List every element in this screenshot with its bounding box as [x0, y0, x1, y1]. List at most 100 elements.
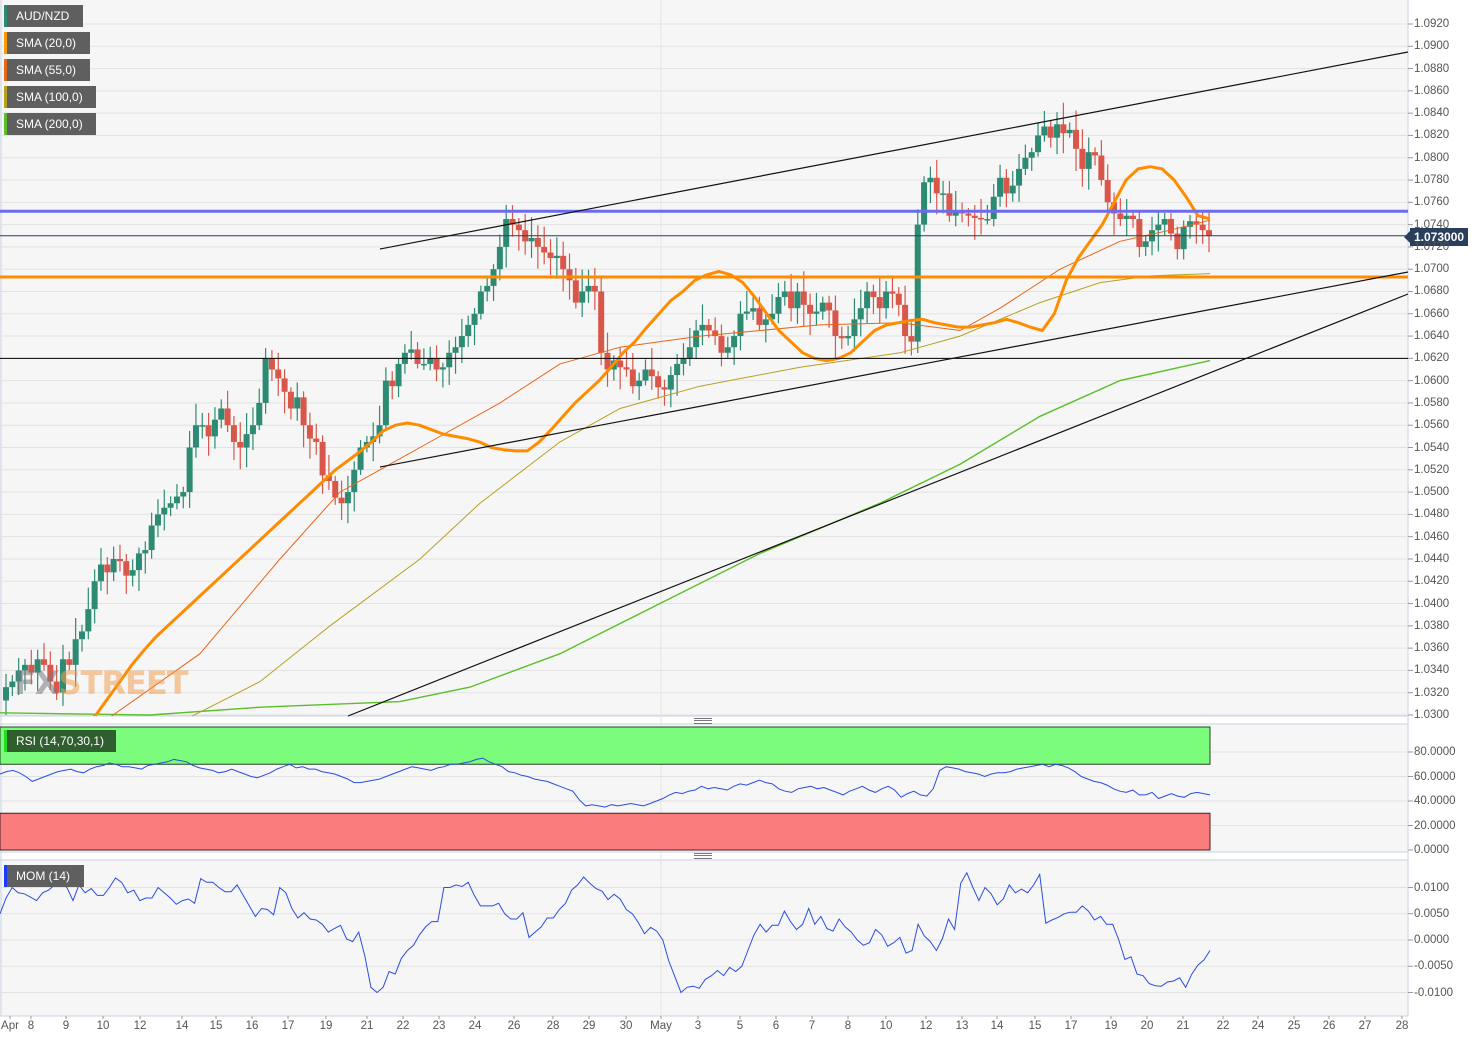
candle-body — [1054, 124, 1061, 138]
candle-body — [34, 659, 41, 673]
candle-body — [1079, 148, 1086, 169]
legend-sma200[interactable]: SMA (200,0) — [4, 113, 96, 135]
candle-body — [1180, 226, 1187, 250]
legend-label: AUD/NZD — [16, 9, 70, 23]
date-axis-label: May — [650, 1020, 672, 1032]
date-axis-label: 30 — [619, 1020, 633, 1032]
candle-body — [731, 336, 738, 348]
trendline-mid — [379, 271, 1409, 468]
candle-body — [154, 514, 161, 526]
price-axis-label: 1.0380 — [1414, 619, 1450, 632]
date-axis-label: 21 — [1176, 1020, 1190, 1032]
oversold-zone — [0, 812, 1211, 851]
date-axis-label: 28 — [1395, 1020, 1409, 1032]
price-axis-label: 1.0340 — [1414, 664, 1450, 677]
candle-body — [1073, 129, 1080, 149]
price-axis-label: 1.0300 — [1414, 708, 1450, 721]
candle-body — [15, 670, 22, 682]
overbought-zone — [0, 726, 1211, 765]
candle-body — [376, 425, 383, 437]
candle-body — [471, 313, 478, 325]
legend-rsi[interactable]: RSI (14,70,30,1) — [4, 730, 116, 752]
date-axis-label: 16 — [245, 1020, 259, 1032]
price-axis-label: 1.0900 — [1414, 40, 1450, 53]
candle-body — [1136, 219, 1143, 247]
candle-body — [332, 480, 339, 498]
date-axis-label: 13 — [955, 1020, 969, 1032]
candle-body — [237, 441, 244, 448]
panel-resize-handle[interactable] — [694, 718, 712, 724]
legend-audnzd[interactable]: AUD/NZD — [4, 5, 83, 27]
candle-body — [819, 302, 826, 312]
date-axis-label: 10 — [96, 1020, 110, 1032]
candle-body — [857, 308, 864, 320]
candle-body — [908, 336, 915, 342]
fxstreet-watermark: FXSTREET — [14, 664, 189, 702]
candle-body — [123, 561, 130, 576]
price-axis-label: 1.0420 — [1414, 575, 1450, 588]
series-color-swatch — [4, 113, 7, 135]
price-axis-label: 1.0680 — [1414, 285, 1450, 298]
date-axis-label: 23 — [432, 1020, 446, 1032]
candle-body — [876, 297, 883, 309]
candle-body — [224, 408, 231, 426]
date-axis-label: 3 — [694, 1020, 702, 1032]
candle-body — [718, 336, 725, 353]
candle-body — [800, 291, 807, 305]
date-axis-label: 7 — [808, 1020, 816, 1032]
candle-body — [1035, 135, 1042, 153]
price-axis-label: 1.0880 — [1414, 62, 1450, 75]
candle-body — [997, 177, 1004, 197]
candle-body — [167, 503, 174, 508]
price-axis-label: 1.0780 — [1414, 174, 1450, 187]
candle-body — [78, 631, 85, 640]
price-axis-label: 1.0600 — [1414, 374, 1450, 387]
candle-body — [889, 291, 896, 294]
candle-body — [97, 564, 104, 582]
candle-body — [1085, 152, 1092, 169]
candle-body — [629, 369, 636, 387]
candle-body — [743, 311, 750, 314]
candle-body — [971, 215, 978, 218]
candle-body — [1168, 219, 1175, 234]
legend-sma55[interactable]: SMA (55,0) — [4, 59, 90, 81]
date-axis-label: 19 — [319, 1020, 333, 1032]
rsi-line — [0, 757, 1211, 808]
candle-body — [661, 387, 668, 390]
date-axis-label: 8 — [844, 1020, 852, 1032]
candle-body — [452, 347, 459, 353]
date-axis-label: 19 — [1104, 1020, 1118, 1032]
candle-body — [655, 376, 662, 388]
candle-body — [180, 492, 187, 497]
legend-label: RSI (14,70,30,1) — [16, 734, 105, 748]
candle-body — [313, 438, 320, 442]
candle-body — [1174, 233, 1181, 250]
candle-body — [965, 213, 972, 216]
candle-body — [351, 469, 358, 493]
price-axis-label: 1.0560 — [1414, 419, 1450, 432]
panel-resize-handle[interactable] — [694, 853, 712, 859]
candle-body — [623, 367, 630, 370]
legend-sma20[interactable]: SMA (20,0) — [4, 32, 90, 54]
candle-body — [1142, 241, 1149, 247]
candle-body — [851, 319, 858, 337]
candle-body — [528, 237, 535, 242]
price-axis-label: 1.0840 — [1414, 107, 1450, 120]
candle-body — [724, 347, 731, 353]
price-axis-label: 1.0460 — [1414, 530, 1450, 543]
legend-mom[interactable]: MOM (14) — [4, 865, 84, 887]
candle-body — [547, 252, 554, 259]
candle-body — [832, 310, 839, 337]
candle-body — [40, 659, 47, 665]
candle-body — [560, 255, 567, 270]
price-axis-label: 1.0820 — [1414, 129, 1450, 142]
date-axis-label: 21 — [360, 1020, 374, 1032]
candle-body — [281, 378, 288, 392]
price-axis-label: 1.0720 — [1414, 240, 1450, 253]
legend-sma100[interactable]: SMA (100,0) — [4, 86, 96, 108]
candle-body — [186, 447, 193, 493]
candle-body — [1060, 124, 1067, 134]
candle-body — [1041, 126, 1048, 136]
watermark-street: STREET — [58, 664, 189, 702]
